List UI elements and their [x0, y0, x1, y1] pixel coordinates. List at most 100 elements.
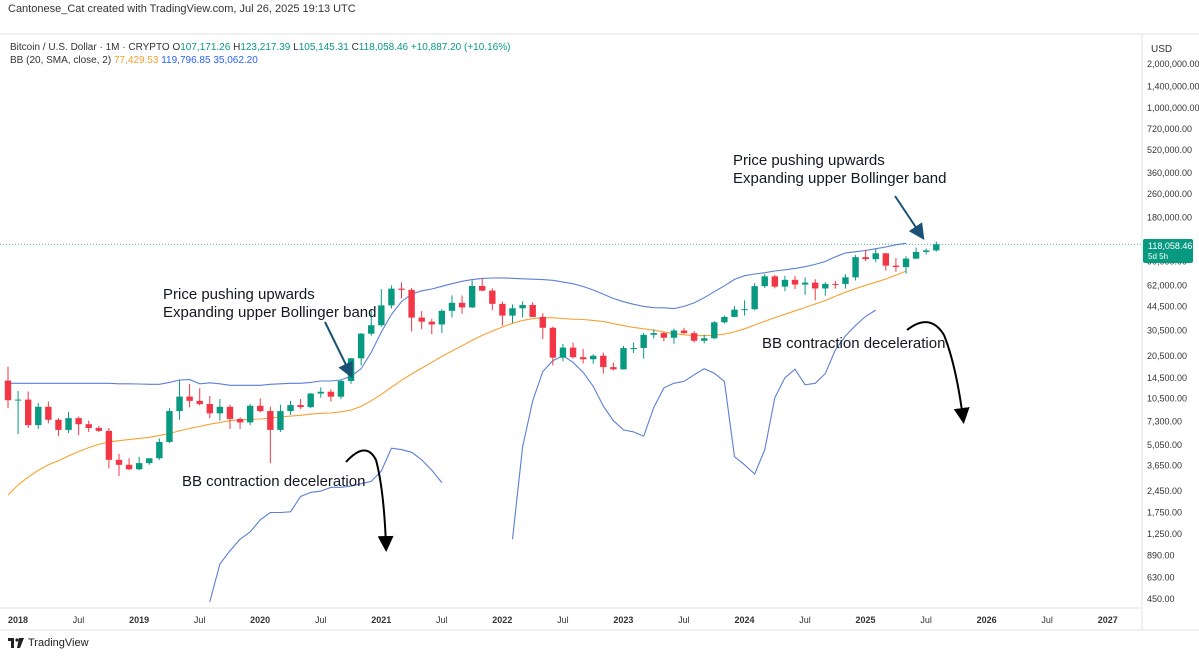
- candle-body: [176, 396, 183, 412]
- candle: [630, 342, 637, 354]
- candle-body: [398, 288, 405, 290]
- annotation-curve-arrow: [345, 449, 394, 552]
- currency-label[interactable]: USD: [1151, 44, 1173, 55]
- candle: [933, 241, 940, 252]
- candle-body: [771, 276, 779, 287]
- candle-body: [418, 317, 425, 322]
- candle-body: [35, 406, 42, 426]
- open-label: O: [172, 42, 181, 53]
- candle-body: [196, 400, 203, 405]
- candle-body: [287, 405, 294, 412]
- candle: [801, 277, 809, 295]
- candle-body: [499, 303, 506, 316]
- candle: [146, 458, 153, 465]
- candle-body: [711, 322, 718, 339]
- candle-body: [468, 285, 476, 308]
- candle: [711, 321, 718, 340]
- candle-body: [640, 334, 647, 349]
- annotation-curve-arrow: [906, 321, 970, 424]
- candle-body: [65, 418, 72, 430]
- candle-body: [842, 277, 849, 284]
- candle: [701, 334, 708, 344]
- candle-body: [832, 283, 839, 285]
- annotation-bb-left: BB contraction deceleration: [182, 449, 394, 552]
- indicator-legend[interactable]: BB (20, SMA, close, 2) 77,429.53 119,796…: [10, 55, 258, 66]
- candle: [4, 366, 12, 409]
- y-tick-label: 44,500.00: [1147, 301, 1187, 311]
- candle: [176, 380, 183, 420]
- high-value: 123,217.39: [240, 42, 291, 53]
- y-tick-label: 10,500.00: [1147, 393, 1187, 403]
- annotation-arrow: [894, 195, 925, 240]
- annotation-arrow: [324, 321, 353, 379]
- candle: [24, 391, 32, 428]
- candle: [85, 420, 92, 432]
- candle-body: [559, 347, 567, 358]
- candle: [842, 274, 849, 289]
- candle-body: [933, 244, 940, 251]
- candle-body: [45, 406, 52, 420]
- candle-body: [458, 302, 466, 308]
- candle-body: [590, 355, 597, 360]
- candle: [892, 258, 900, 272]
- candle-body: [186, 396, 193, 401]
- x-tick-label: Jul: [315, 615, 327, 625]
- candle-body: [862, 257, 869, 260]
- candle: [156, 438, 163, 460]
- candle: [297, 398, 304, 409]
- candle: [620, 345, 627, 370]
- x-tick-label: Jul: [436, 615, 448, 625]
- candle-body: [327, 391, 335, 397]
- symbol-name[interactable]: Bitcoin / U.S. Dollar · 1M · CRYPTO: [10, 42, 170, 53]
- annotation-text: BB contraction deceleration: [182, 473, 365, 490]
- candle: [267, 406, 274, 464]
- x-tick-label: 2027: [1098, 615, 1118, 625]
- candle: [912, 247, 920, 260]
- candle: [852, 254, 859, 281]
- candle: [549, 326, 557, 366]
- y-tick-label: 260,000.00: [1147, 189, 1192, 199]
- candle: [539, 313, 546, 339]
- candle-body: [549, 327, 557, 358]
- x-tick-label: 2026: [977, 615, 997, 625]
- annotation-price-upper: Price pushing upwards Expanding upper Bo…: [733, 152, 947, 240]
- indicator-name[interactable]: BB (20, SMA, close, 2): [10, 55, 112, 66]
- candle-body: [660, 333, 668, 338]
- x-tick-label: 2021: [371, 615, 391, 625]
- x-tick-label: Jul: [1041, 615, 1053, 625]
- annotation-bb-right: BB contraction deceleration: [762, 321, 970, 424]
- low-label: L: [293, 42, 299, 53]
- candle-body: [731, 309, 738, 317]
- candle: [489, 288, 496, 311]
- y-tick-label: 1,400,000.00: [1147, 82, 1199, 92]
- y-tick-label: 2,000,000.00: [1147, 59, 1199, 69]
- candle: [95, 426, 103, 432]
- candle: [640, 333, 647, 359]
- annotation-line1: Price pushing upwards: [163, 286, 315, 303]
- candle-body: [620, 348, 627, 370]
- brand: TradingView: [8, 637, 89, 649]
- candle-body: [690, 333, 698, 341]
- candle: [287, 400, 294, 415]
- candle: [731, 306, 738, 318]
- time-axis-ticks: 2018 Jul 2019 Jul 2020 Jul 2021 Jul 2022 Jul 2023 J…: [8, 615, 1118, 625]
- candle: [569, 342, 577, 359]
- y-tick-label: 20,500.00: [1147, 351, 1187, 361]
- symbol-legend[interactable]: Bitcoin / U.S. Dollar · 1M · CRYPTO O107…: [10, 42, 510, 53]
- candle: [337, 379, 345, 399]
- candle: [832, 280, 839, 289]
- candle: [590, 354, 597, 364]
- candlestick-series: [4, 241, 940, 477]
- candle: [206, 395, 213, 419]
- candle-body: [236, 418, 244, 423]
- candle-body: [489, 290, 496, 304]
- bollinger-bands: [7, 242, 907, 496]
- candle: [378, 289, 385, 327]
- candle: [166, 408, 173, 444]
- candle: [307, 393, 314, 409]
- candle-body: [277, 411, 284, 430]
- candle: [519, 301, 526, 318]
- x-tick-label: Jul: [73, 615, 85, 625]
- candle-body: [892, 265, 900, 268]
